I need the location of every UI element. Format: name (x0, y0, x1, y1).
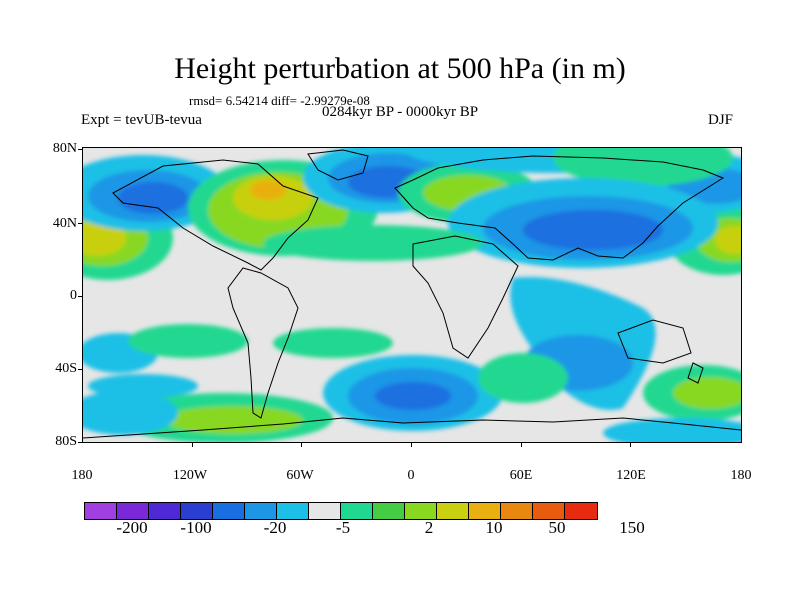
colorbar-swatch (149, 503, 181, 519)
lat-label-40n: 40N (52, 216, 77, 231)
lon-label-60e: 60E (509, 468, 533, 483)
colorbar-label: 150 (619, 518, 645, 537)
colorbar-label: 2 (424, 518, 434, 537)
lon-label-0: 0 (407, 468, 415, 483)
coastlines (83, 149, 741, 439)
period-label: 0284kyr BP - 0000kyr BP (322, 104, 479, 120)
colorbar-label: -20 (263, 518, 287, 537)
lat-label-80n: 80N (52, 141, 77, 156)
colorbar-label: -200 (116, 518, 148, 537)
lat-tick (78, 442, 83, 443)
lon-label-60w: 60W (286, 468, 314, 483)
colorbar-swatch (405, 503, 437, 519)
lat-label-80s: 80S (55, 434, 77, 449)
lon-label-120w: 120W (172, 468, 208, 483)
colorbar-swatch (117, 503, 149, 519)
lon-tick (411, 442, 412, 447)
colorbar-swatch (565, 503, 597, 519)
lat-tick (78, 296, 83, 297)
lon-tick (192, 442, 193, 447)
colorbar-swatch (373, 503, 405, 519)
experiment-label: Expt = tevUB-tevua (81, 112, 202, 128)
colorbar-swatch (309, 503, 341, 519)
lon-label-120e: 120E (616, 468, 646, 483)
contour-map (83, 148, 741, 442)
colorbar-swatch (181, 503, 213, 519)
colorbar (84, 502, 598, 520)
colorbar-swatch (533, 503, 565, 519)
lat-tick (78, 369, 83, 370)
lon-tick (301, 442, 302, 447)
lat-tick (78, 223, 83, 224)
lon-tick (630, 442, 631, 447)
colorbar-swatch (501, 503, 533, 519)
plot-title: Height perturbation at 500 hPa (in m) (174, 52, 626, 85)
colorbar-label: -5 (335, 518, 351, 537)
season-label: DJF (708, 112, 734, 128)
lon-label-180e: 180 (730, 468, 752, 483)
lat-label-0: 0 (70, 288, 77, 303)
colorbar-swatch (85, 503, 117, 519)
colorbar-label: 10 (485, 518, 503, 537)
lon-label-180w: 180 (71, 468, 93, 483)
map-panel (82, 147, 742, 443)
lat-tick (78, 149, 83, 150)
colorbar-swatch (245, 503, 277, 519)
colorbar-label: 50 (548, 518, 566, 537)
stats-text: rmsd= 6.54214 diff= -2.99279e-08 (189, 93, 370, 108)
colorbar-swatch (213, 503, 245, 519)
colorbar-swatch (277, 503, 309, 519)
lon-tick (521, 442, 522, 447)
lat-label-40s: 40S (55, 361, 77, 376)
colorbar-swatch (469, 503, 501, 519)
colorbar-swatch (341, 503, 373, 519)
colorbar-label: -100 (180, 518, 212, 537)
colorbar-swatch (437, 503, 469, 519)
